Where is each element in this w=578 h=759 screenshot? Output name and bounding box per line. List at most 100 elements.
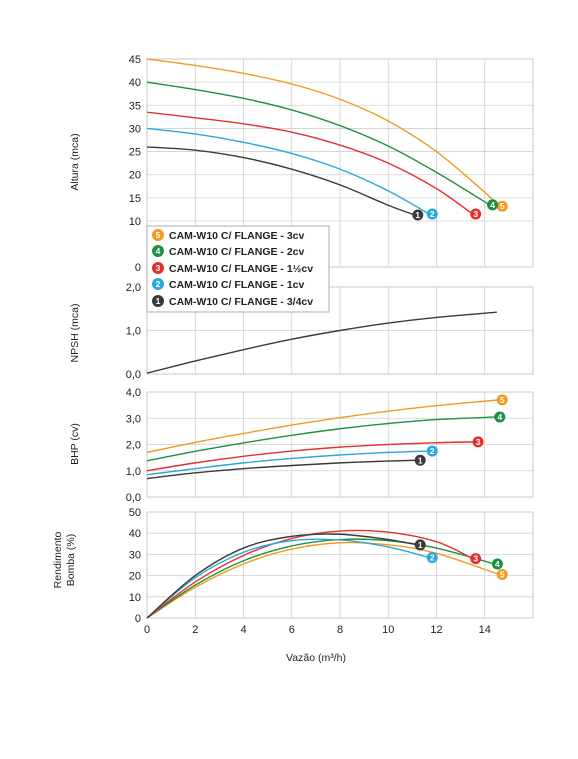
legend-badge-number-1: 1 <box>156 296 161 306</box>
y-tick-label-npsh-0: 0,0 <box>126 369 141 381</box>
series-badge-number-altura-3: 3 <box>473 209 478 219</box>
x-tick-label-4: 8 <box>337 624 343 636</box>
series-badge-number-rendimento-4: 4 <box>495 559 500 569</box>
series-badge-number-altura-4: 4 <box>490 200 495 210</box>
y-tick-label-rendimento-5: 50 <box>129 507 141 519</box>
legend-badge-2 <box>152 278 164 290</box>
y-tick-label-bhp-4: 4,0 <box>126 387 141 399</box>
series-badge-bhp-4 <box>494 411 506 423</box>
series-line-rendimento-1 <box>146 533 418 619</box>
series-badge-bhp-3 <box>472 436 484 448</box>
series-line-altura-2 <box>146 127 430 215</box>
y-tick-label-rendimento-4: 40 <box>129 528 141 540</box>
series-badge-bhp-1 <box>414 454 426 466</box>
x-tick-label-3: 6 <box>289 624 295 636</box>
series-badge-number-altura-2: 2 <box>430 209 435 219</box>
series-badge-number-bhp-1: 1 <box>418 455 423 465</box>
series-line-npsh-npsh <box>146 311 497 374</box>
x-tick-label-0: 0 <box>144 624 150 636</box>
legend-label-1: CAM-W10 C/ FLANGE - 3/4cv <box>169 296 313 308</box>
y-tick-label-bhp-0: 0,0 <box>126 492 141 504</box>
series-line-altura-4 <box>146 81 490 206</box>
series-badge-number-rendimento-2: 2 <box>430 553 435 563</box>
legend-entry-1: 1 CAM-W10 C/ FLANGE - 3/4cv <box>152 295 313 308</box>
series-badge-altura-4 <box>487 199 499 211</box>
series-line-altura-1 <box>146 146 416 216</box>
y-tick-label-altura-5: 30 <box>129 123 141 135</box>
legend-entry-4: 4 CAM-W10 C/ FLANGE - 2cv <box>152 245 305 258</box>
y-tick-label-altura-6: 35 <box>129 100 141 112</box>
series-line-bhp-2 <box>146 450 430 476</box>
series-line-bhp-1 <box>146 459 418 480</box>
series-badge-rendimento-5 <box>496 569 508 581</box>
legend-badge-number-2: 2 <box>156 279 161 289</box>
series-badge-altura-5 <box>496 200 508 212</box>
panel-npsh: 0,0 1,0 2,0 <box>126 282 534 381</box>
series-badge-rendimento-3 <box>470 553 482 565</box>
y-tick-label-rendimento-3: 30 <box>129 549 141 561</box>
altura-y-axis-label: Altura (mca) <box>69 133 81 190</box>
legend-badge-1 <box>152 295 164 307</box>
y-tick-label-altura-7: 40 <box>129 77 141 89</box>
series-badge-number-altura-5: 5 <box>500 201 505 211</box>
x-tick-label-2: 4 <box>240 624 246 636</box>
legend-badge-4 <box>152 245 164 257</box>
series-badge-bhp-2 <box>426 445 438 457</box>
y-tick-label-altura-1: 10 <box>129 216 141 228</box>
npsh-y-axis-label: NPSH (mca) <box>69 304 81 363</box>
legend-label-2: CAM-W10 C/ FLANGE - 1cv <box>169 279 305 291</box>
x-tick-label-1: 2 <box>192 624 198 636</box>
series-badge-number-bhp-3: 3 <box>476 437 481 447</box>
series-badge-altura-3 <box>470 208 482 220</box>
legend-badge-5 <box>152 229 164 241</box>
series-badge-rendimento-1 <box>414 539 426 551</box>
series-badge-number-altura-1: 1 <box>415 210 420 220</box>
y-tick-label-altura-3: 20 <box>129 170 141 182</box>
legend-badge-number-5: 5 <box>156 230 161 240</box>
series-badge-number-rendimento-5: 5 <box>500 570 505 580</box>
y-tick-label-altura-2: 15 <box>129 193 141 205</box>
y-tick-label-altura-4: 25 <box>129 147 141 159</box>
y-tick-label-altura-8: 45 <box>129 54 141 66</box>
x-tick-label-7: 14 <box>479 624 491 636</box>
legend-box <box>146 225 330 313</box>
y-tick-label-npsh-1: 1,0 <box>126 326 141 338</box>
y-tick-label-altura-0: 0 <box>135 262 141 274</box>
y-tick-label-npsh-2: 2,0 <box>126 282 141 294</box>
series-line-rendimento-2 <box>146 538 430 619</box>
legend-badge-number-3: 3 <box>156 263 161 273</box>
legend-entry-2: 2 CAM-W10 C/ FLANGE - 1cv <box>152 278 305 291</box>
x-axis-label: Vazão (m³/h) <box>286 652 346 664</box>
series-line-altura-5 <box>146 58 500 207</box>
series-badge-rendimento-4 <box>491 558 503 570</box>
series-badge-number-rendimento-3: 3 <box>473 554 478 564</box>
bhp-y-axis-label: BHP (cv) <box>69 423 81 465</box>
y-tick-label-bhp-1: 1,0 <box>126 466 141 478</box>
y-tick-label-bhp-2: 2,0 <box>126 440 141 452</box>
x-tick-label-5: 10 <box>382 624 394 636</box>
series-badge-number-rendimento-1: 1 <box>418 540 423 550</box>
series-line-altura-3 <box>146 111 474 215</box>
y-tick-label-rendimento-2: 20 <box>129 571 141 583</box>
y-tick-label-rendimento-1: 10 <box>129 592 141 604</box>
x-tick-label-6: 12 <box>430 624 442 636</box>
series-line-bhp-3 <box>146 441 476 472</box>
series-badge-rendimento-2 <box>426 552 438 564</box>
legend-label-5: CAM-W10 C/ FLANGE - 3cv <box>169 230 305 242</box>
legend-badge-number-4: 4 <box>156 246 161 256</box>
series-badge-altura-1 <box>412 209 424 221</box>
series-badge-altura-2 <box>426 208 438 220</box>
legend-entry-3: 3 CAM-W10 C/ FLANGE - 1½cv <box>152 262 313 275</box>
series-badge-number-bhp-5: 5 <box>500 395 505 405</box>
chart-panels: 01015202530354045543210,01,02,00,01,02,0… <box>126 54 534 636</box>
y-tick-label-bhp-3: 3,0 <box>126 413 141 425</box>
legend-label-4: CAM-W10 C/ FLANGE - 2cv <box>169 246 305 258</box>
series-badge-number-bhp-4: 4 <box>497 412 502 422</box>
rendimento-y-axis-label-line1: Rendimento <box>52 532 64 589</box>
legend: 5 CAM-W10 C/ FLANGE - 3cv 4 CAM-W10 C/ F… <box>146 225 330 313</box>
series-line-rendimento-4 <box>146 538 495 619</box>
series-badge-bhp-5 <box>496 394 508 406</box>
